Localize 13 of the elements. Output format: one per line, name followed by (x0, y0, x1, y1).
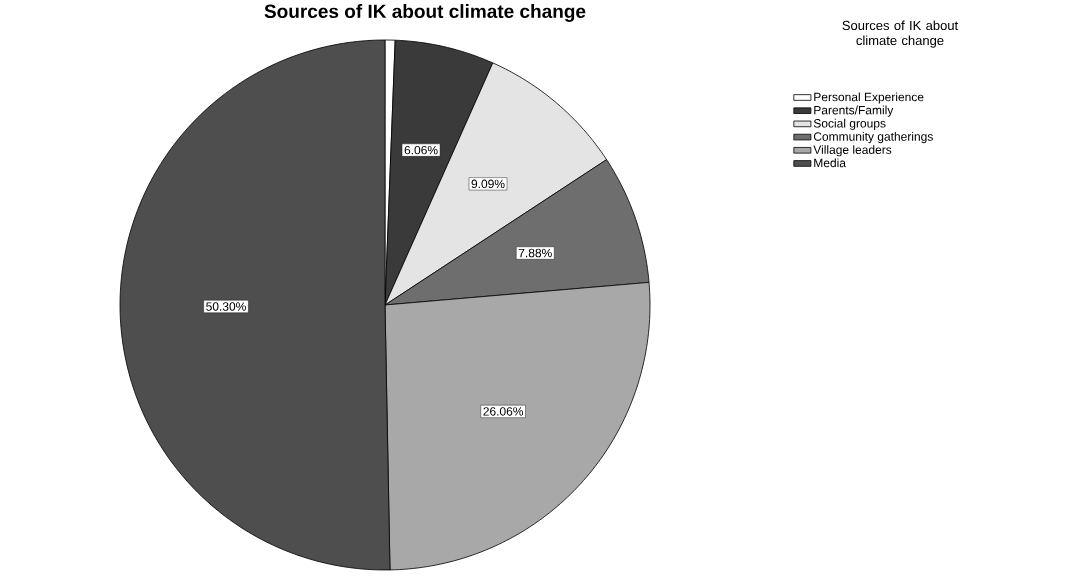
data-label: 9.09% (471, 179, 505, 189)
legend-title: Sources of IK about climate change (842, 20, 959, 48)
legend-label: Parents/Family (814, 105, 894, 117)
legend-label: Personal Experience (814, 92, 924, 104)
legend-label: Community gatherings (813, 131, 933, 144)
data-label: 50.30% (206, 302, 246, 311)
legend-label: Village leaders (813, 145, 892, 157)
legend-label: Social groups (813, 118, 886, 130)
legend-label: Media (814, 158, 846, 168)
data-label: 7.88% (518, 248, 552, 258)
chart-title: Sources of IK about climate change (264, 4, 586, 22)
data-label: 6.06% (404, 145, 438, 155)
data-label: 26.06% (483, 407, 524, 416)
